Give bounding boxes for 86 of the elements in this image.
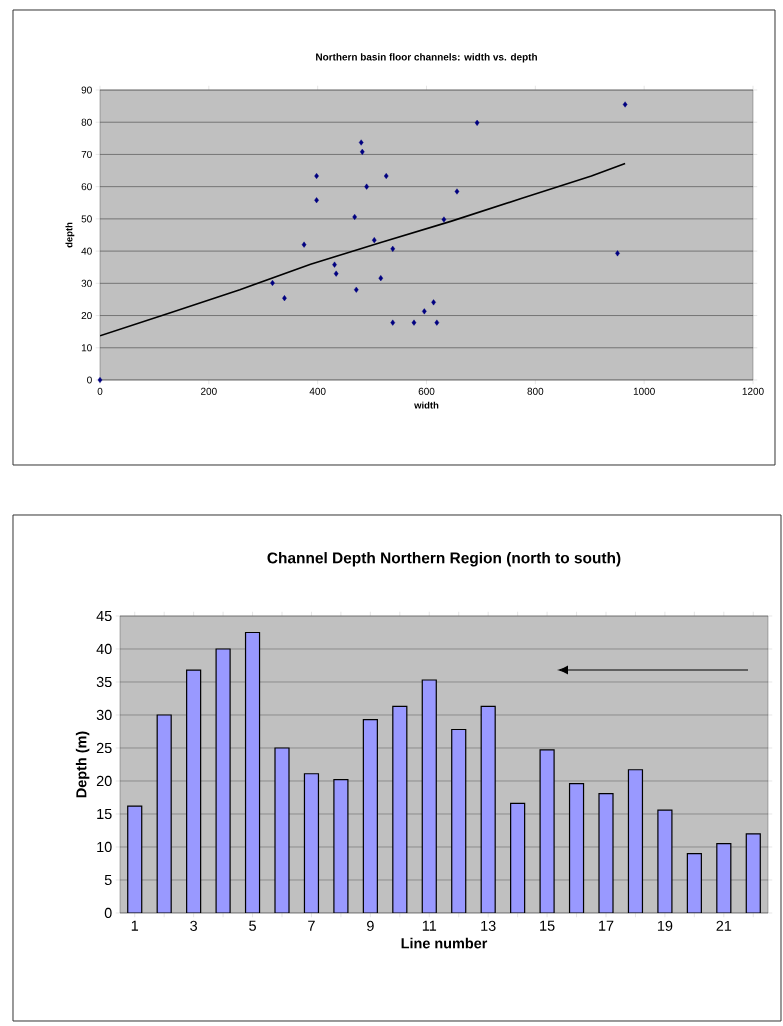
x-tick-label: 3 — [190, 920, 198, 931]
x-tick-label: 9 — [367, 920, 374, 931]
y-tick-label: 30 — [96, 709, 112, 721]
bar — [480, 705, 496, 913]
chart-title: Northern basin floor channels: width vs. depth — [316, 53, 537, 63]
x-tick-label: 13 — [481, 920, 496, 931]
point — [364, 183, 369, 190]
y-tick-label: 90 — [81, 86, 92, 94]
x-tick-label: 11 — [422, 920, 437, 931]
point — [474, 119, 480, 126]
y-tick-label: 20 — [81, 312, 92, 320]
point — [434, 319, 440, 326]
x-axis-title: Line number — [401, 937, 488, 949]
bar — [716, 843, 732, 913]
point — [441, 216, 447, 223]
point — [378, 275, 384, 282]
y-tick-label: 20 — [96, 775, 112, 787]
point — [314, 197, 319, 204]
bar — [392, 705, 408, 913]
point — [354, 286, 359, 293]
bar — [686, 852, 702, 913]
y-tick-label: 0 — [104, 907, 112, 919]
point — [390, 245, 396, 252]
point — [301, 241, 307, 248]
point — [333, 270, 339, 277]
y-tick-label: 10 — [81, 344, 92, 352]
bar — [156, 714, 172, 913]
y-tick-label: 10 — [97, 841, 112, 853]
point — [390, 319, 396, 326]
point — [431, 299, 436, 306]
bar — [362, 719, 378, 913]
x-tick-label: 800 — [527, 387, 544, 395]
y-tick-label: 50 — [81, 215, 92, 223]
point — [282, 295, 287, 302]
x-tick-label: 400 — [309, 387, 326, 395]
bar — [186, 669, 202, 913]
y-tick-label: 45 — [96, 610, 112, 622]
point — [454, 188, 460, 195]
point — [358, 139, 364, 146]
bar — [745, 833, 761, 913]
y-tick-label: 40 — [96, 643, 112, 655]
x-tick-label: 1 — [131, 920, 139, 931]
point — [422, 308, 427, 315]
point — [97, 376, 103, 383]
x-tick-label: 7 — [308, 920, 315, 931]
x-tick-label: 5 — [249, 920, 256, 931]
x-tick-label: 1000 — [633, 387, 655, 395]
y-axis-title: depth — [65, 222, 75, 248]
bar — [303, 773, 320, 913]
x-tick-label: 15 — [540, 920, 555, 931]
y-tick-label: 35 — [96, 676, 112, 688]
y-tick-label: 80 — [81, 118, 92, 126]
point — [352, 213, 357, 220]
bar — [421, 679, 437, 913]
bar — [244, 631, 261, 913]
y-tick-label: 30 — [81, 279, 92, 287]
x-tick-label: 200 — [201, 387, 217, 395]
point — [332, 261, 337, 268]
point — [383, 173, 389, 180]
y-axis-title: Depth (m) — [75, 731, 90, 798]
x-tick-label: 1200 — [742, 387, 764, 395]
x-tick-label: 21 — [716, 920, 732, 931]
point — [411, 319, 417, 326]
y-tick-label: 5 — [104, 874, 112, 886]
y-tick-label: 40 — [81, 247, 92, 255]
chart-title: Channel Depth Northern Region (north to south) — [267, 552, 621, 567]
y-tick-label: 0 — [87, 376, 92, 384]
y-tick-label: 60 — [81, 183, 92, 191]
bar — [568, 783, 585, 913]
point — [314, 173, 319, 180]
point — [359, 148, 365, 155]
bar — [451, 728, 467, 913]
y-tick-label: 70 — [81, 150, 92, 158]
x-tick-label: 19 — [657, 920, 673, 931]
point — [371, 237, 377, 244]
bar — [127, 805, 143, 913]
y-tick-label: 15 — [97, 808, 112, 820]
x-tick-label: 17 — [599, 920, 614, 931]
x-axis-title: width — [414, 401, 439, 409]
y-tick-label: 25 — [96, 742, 112, 754]
point — [270, 280, 275, 286]
x-tick-label: 600 — [418, 387, 435, 395]
point — [615, 250, 620, 257]
bar — [627, 769, 644, 913]
point — [622, 101, 628, 108]
bar — [510, 802, 526, 913]
